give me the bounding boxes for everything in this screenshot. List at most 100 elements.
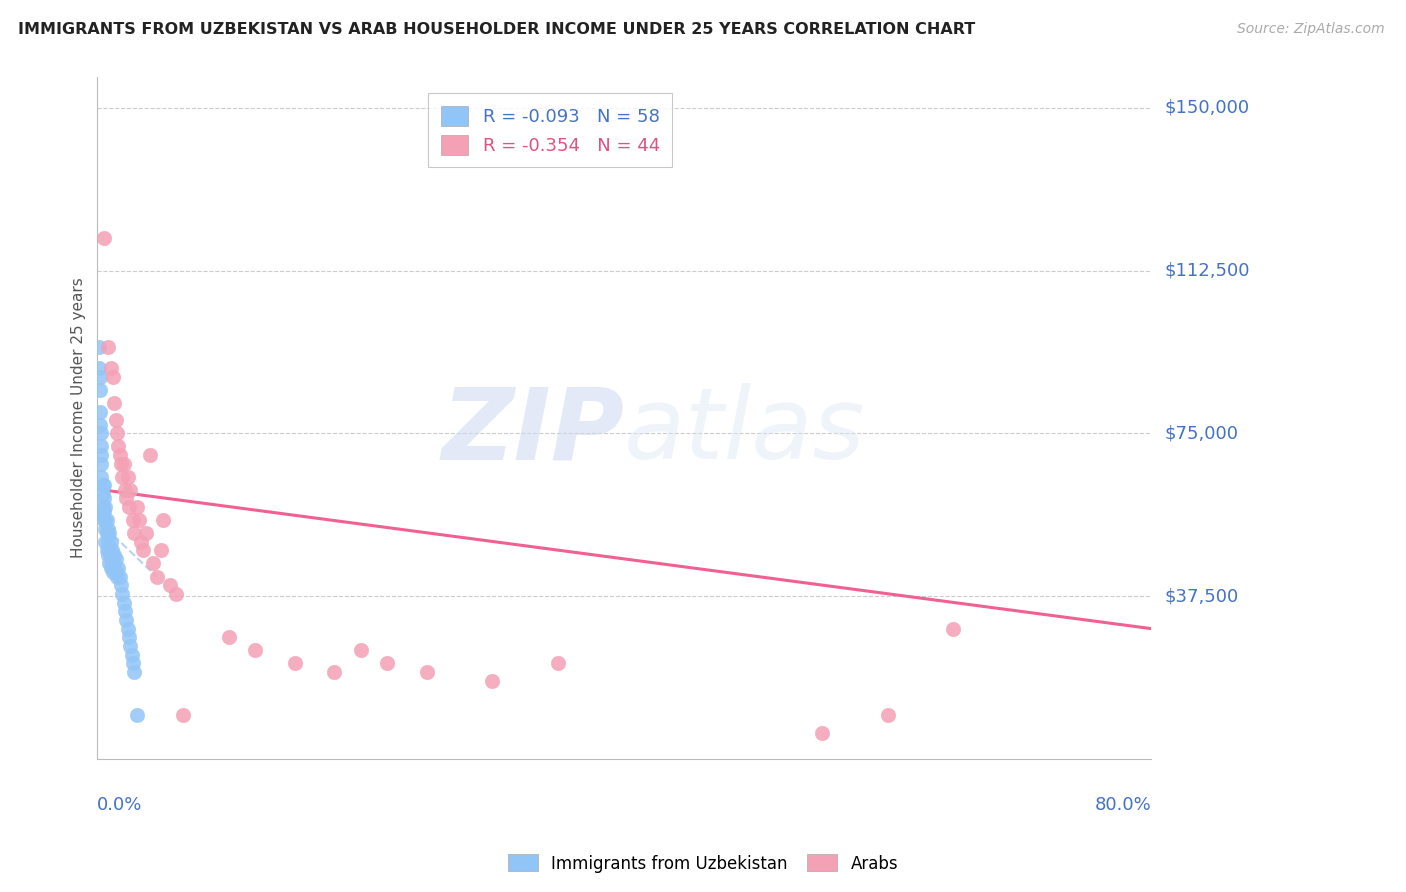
Point xyxy=(139,448,162,462)
Point xyxy=(98,543,121,558)
Point xyxy=(90,457,112,471)
Point xyxy=(114,483,136,497)
Point xyxy=(218,630,240,644)
Text: 80.0%: 80.0% xyxy=(1094,797,1152,814)
Legend: R = -0.093   N = 58, R = -0.354   N = 44: R = -0.093 N = 58, R = -0.354 N = 44 xyxy=(429,94,672,168)
Point xyxy=(547,657,569,671)
Point xyxy=(415,665,437,679)
Point xyxy=(105,426,128,441)
Point xyxy=(101,552,124,566)
Point xyxy=(107,439,129,453)
Point xyxy=(121,648,143,662)
Point xyxy=(93,478,115,492)
Point xyxy=(350,643,373,657)
Point xyxy=(159,578,181,592)
Point xyxy=(111,587,134,601)
Point xyxy=(89,417,111,432)
Text: Source: ZipAtlas.com: Source: ZipAtlas.com xyxy=(1237,22,1385,37)
Point xyxy=(876,708,898,723)
Point xyxy=(91,508,114,523)
Point xyxy=(122,513,145,527)
Point xyxy=(105,569,128,583)
Point xyxy=(107,561,129,575)
Text: $150,000: $150,000 xyxy=(1166,99,1250,117)
Point xyxy=(120,483,142,497)
Point xyxy=(94,513,117,527)
Point xyxy=(110,578,132,592)
Point xyxy=(323,665,346,679)
Point xyxy=(94,522,117,536)
Point xyxy=(284,657,307,671)
Point xyxy=(111,469,134,483)
Point xyxy=(108,569,131,583)
Point xyxy=(112,596,135,610)
Point xyxy=(91,500,114,514)
Point xyxy=(125,708,148,723)
Point xyxy=(87,361,110,376)
Point xyxy=(104,552,127,566)
Point xyxy=(165,587,187,601)
Point xyxy=(101,565,124,579)
Point xyxy=(810,725,832,739)
Point xyxy=(100,534,122,549)
Point xyxy=(100,548,122,562)
Point xyxy=(89,383,111,397)
Point xyxy=(90,448,112,462)
Point xyxy=(375,657,398,671)
Text: IMMIGRANTS FROM UZBEKISTAN VS ARAB HOUSEHOLDER INCOME UNDER 25 YEARS CORRELATION: IMMIGRANTS FROM UZBEKISTAN VS ARAB HOUSE… xyxy=(18,22,976,37)
Point xyxy=(103,396,125,410)
Point xyxy=(94,534,117,549)
Point xyxy=(142,557,165,571)
Point xyxy=(145,569,167,583)
Point xyxy=(172,708,194,723)
Point xyxy=(98,557,121,571)
Point xyxy=(117,622,139,636)
Point xyxy=(97,534,120,549)
Point xyxy=(108,448,131,462)
Point xyxy=(103,561,125,575)
Point xyxy=(93,504,115,518)
Point xyxy=(149,543,172,558)
Point xyxy=(120,639,142,653)
Point xyxy=(122,657,145,671)
Point xyxy=(100,561,122,575)
Point xyxy=(100,361,122,376)
Point xyxy=(118,500,141,514)
Text: $112,500: $112,500 xyxy=(1166,261,1250,279)
Point xyxy=(122,665,145,679)
Point xyxy=(96,513,118,527)
Point xyxy=(117,469,139,483)
Point xyxy=(110,457,132,471)
Point xyxy=(481,673,503,688)
Point xyxy=(101,557,124,571)
Point xyxy=(128,513,150,527)
Point xyxy=(101,543,124,558)
Point xyxy=(104,565,127,579)
Point xyxy=(125,500,148,514)
Point xyxy=(90,439,112,453)
Point xyxy=(91,487,114,501)
Point xyxy=(114,604,136,618)
Point xyxy=(89,370,111,384)
Point xyxy=(101,370,124,384)
Point xyxy=(97,522,120,536)
Point xyxy=(122,526,145,541)
Point xyxy=(118,630,141,644)
Point xyxy=(91,478,114,492)
Point xyxy=(115,613,138,627)
Point xyxy=(152,513,174,527)
Point xyxy=(103,548,125,562)
Point xyxy=(89,404,111,418)
Point xyxy=(90,469,112,483)
Point xyxy=(98,526,121,541)
Point xyxy=(104,413,127,427)
Y-axis label: Householder Income Under 25 years: Householder Income Under 25 years xyxy=(72,277,86,558)
Point xyxy=(93,513,115,527)
Point xyxy=(97,339,120,353)
Point xyxy=(97,548,120,562)
Point xyxy=(87,339,110,353)
Point xyxy=(942,622,965,636)
Point xyxy=(96,526,118,541)
Text: 0.0%: 0.0% xyxy=(97,797,143,814)
Point xyxy=(135,526,157,541)
